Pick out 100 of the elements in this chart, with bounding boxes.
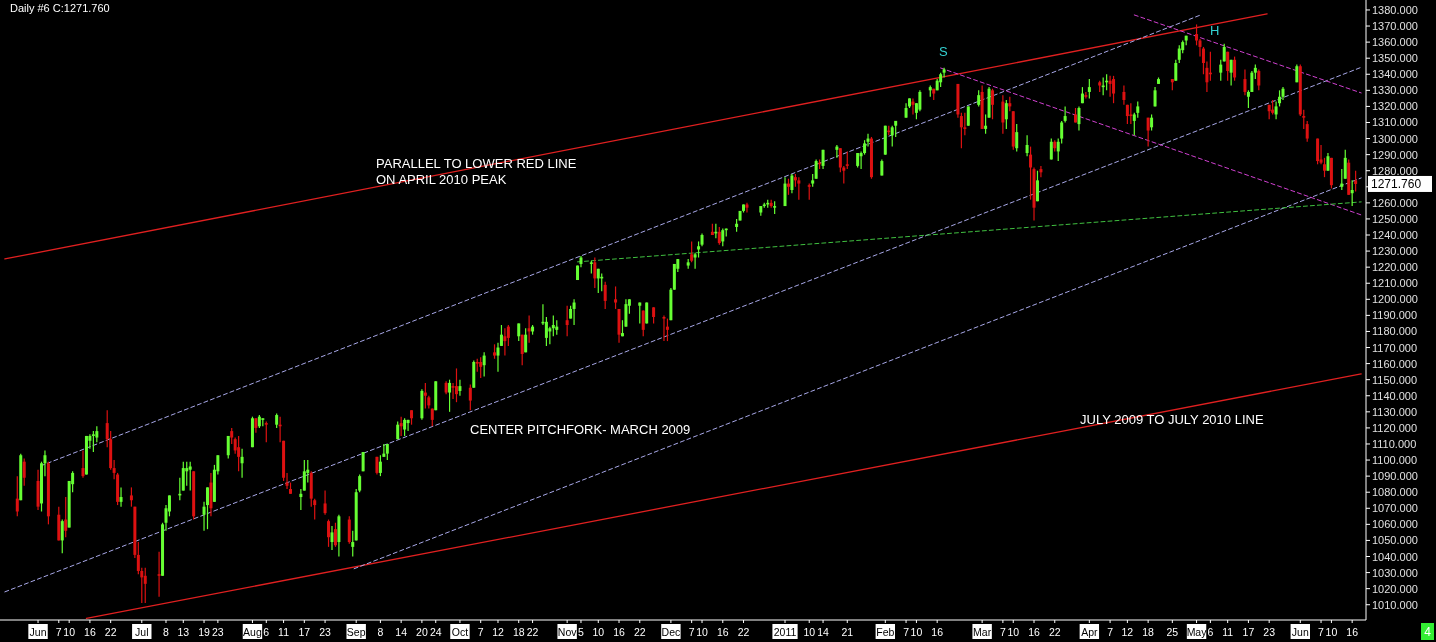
x-tick-label: 11	[278, 626, 290, 638]
x-tick-label: 7	[999, 626, 1006, 638]
candlestick	[1257, 68, 1261, 91]
x-tick-label: 7	[1107, 626, 1114, 638]
candlestick	[1084, 91, 1088, 99]
candlestick	[1015, 123, 1019, 153]
candlestick	[468, 383, 472, 411]
candlestick	[603, 281, 607, 310]
x-tick-label: 22	[633, 626, 646, 638]
annotation: S	[939, 44, 948, 59]
x-tick-label: 14	[817, 626, 830, 638]
x-tick-label: 10	[1325, 626, 1338, 638]
x-tick-label: Dec	[661, 626, 681, 638]
candlestick	[966, 105, 970, 127]
candlestick	[458, 379, 462, 397]
candlestick	[520, 334, 524, 366]
candlestick	[1077, 105, 1081, 132]
x-tick-label: Sep	[346, 626, 366, 638]
y-tick-label: 1020.000	[1372, 582, 1418, 595]
y-tick-label: 1340.000	[1372, 68, 1418, 81]
y-tick-label: 1030.000	[1372, 566, 1418, 579]
x-tick-label: 22	[737, 626, 750, 638]
x-tick-label: 16	[613, 626, 626, 638]
candlestick	[1233, 55, 1237, 82]
y-tick-label: 1230.000	[1372, 245, 1418, 258]
candlestick	[288, 481, 292, 495]
candlestick	[264, 420, 268, 443]
y-tick-label: 1080.000	[1372, 486, 1418, 499]
y-tick-label: 1210.000	[1372, 277, 1418, 290]
x-tick-label: 11	[1222, 626, 1234, 638]
x-tick-label: 22	[526, 626, 539, 638]
candlestick	[1001, 94, 1005, 135]
x-tick-label: 7	[688, 626, 695, 638]
candlestick	[482, 351, 486, 378]
candlestick	[60, 518, 64, 554]
candlestick	[333, 522, 337, 548]
candlestick	[205, 486, 209, 530]
x-tick-label: 20	[416, 626, 428, 638]
candlestick	[527, 314, 531, 344]
y-tick-label: 1090.000	[1372, 470, 1418, 483]
candlestick	[185, 461, 189, 487]
candlestick	[351, 530, 355, 558]
candlestick	[783, 176, 787, 207]
x-tick-label: Aug	[243, 626, 262, 638]
candlestick	[1340, 168, 1344, 191]
candlestick	[786, 178, 790, 196]
candlestick	[240, 448, 244, 479]
candlestick	[984, 113, 988, 135]
x-tick-label: 14	[395, 626, 408, 638]
candlestick	[157, 551, 161, 598]
candlestick	[814, 158, 818, 180]
text: 4	[1424, 625, 1432, 639]
x-tick-label: 17	[1242, 626, 1255, 638]
x-tick-label: 22	[104, 626, 117, 638]
x-tick-label: 13	[177, 626, 190, 638]
chart-title: Daily #6 C:1271.760	[10, 2, 110, 14]
candlestick	[347, 515, 351, 545]
candlestick	[1226, 51, 1230, 82]
x-tick-label: 16	[84, 626, 96, 638]
y-tick-label: 1260.000	[1372, 196, 1418, 209]
y-tick-label: 1140.000	[1372, 389, 1418, 402]
x-tick-label: 7	[1318, 626, 1325, 638]
x-tick-label: 12	[492, 626, 504, 638]
candlestick	[665, 318, 669, 342]
candlestick	[1029, 146, 1033, 201]
candlestick	[454, 367, 458, 403]
x-tick-label: 6	[1207, 626, 1214, 638]
candlestick	[188, 461, 192, 492]
y-tick-label: 1190.000	[1372, 309, 1418, 322]
candlestick	[662, 314, 666, 342]
x-tick-label: 21	[841, 626, 854, 638]
x-tick-label: 8	[377, 626, 384, 638]
x-tick-label: Nov	[557, 626, 578, 638]
candlestick	[565, 305, 569, 337]
x-tick-label: 10	[696, 626, 709, 638]
candlestick	[908, 97, 912, 109]
candlestick	[641, 309, 645, 337]
candlestick	[1219, 59, 1223, 82]
candlestick	[143, 567, 147, 604]
x-tick-label: 10	[1007, 626, 1020, 638]
y-tick-label: 1310.000	[1372, 116, 1418, 129]
y-tick-label: 1180.000	[1372, 325, 1418, 338]
y-tick-label: 1150.000	[1372, 373, 1418, 386]
candlestick	[1035, 170, 1039, 202]
x-tick-label: 12	[1121, 626, 1134, 638]
annotation: CENTER PITCHFORK- MARCH 2009	[470, 422, 691, 437]
x-tick-label: 23	[1263, 626, 1276, 638]
y-tick-label: 1060.000	[1372, 518, 1418, 531]
candlestick	[991, 88, 995, 120]
x-tick-label: 8	[163, 626, 170, 638]
candlestick	[330, 525, 334, 551]
x-tick-label: Jul	[135, 626, 149, 638]
candlestick	[593, 256, 597, 289]
x-tick-label: 18	[512, 626, 525, 638]
y-tick-label: 1200.000	[1372, 293, 1418, 306]
y-tick-label: 1220.000	[1372, 261, 1418, 274]
annotation: H	[1210, 23, 1220, 38]
candlestick	[1350, 179, 1354, 207]
candlestick	[1112, 75, 1116, 104]
y-tick-label: 1380.000	[1372, 3, 1418, 16]
